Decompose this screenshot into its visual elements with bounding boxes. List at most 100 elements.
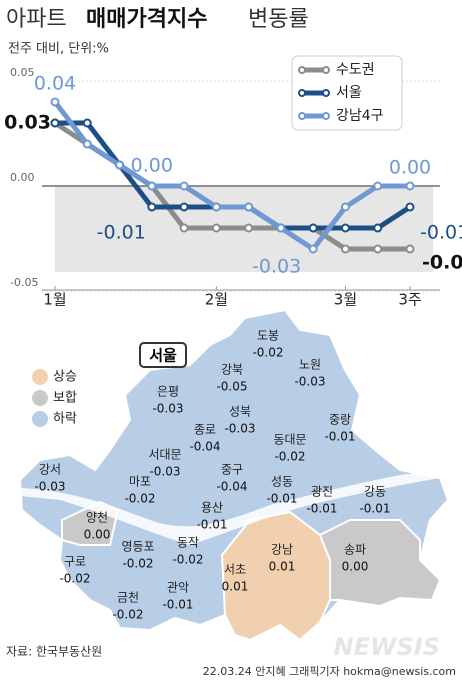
point [147,202,157,212]
legend-swatch [298,66,306,74]
region-name: 동대문 [273,433,306,447]
legend-label: 강남4구 [336,108,384,124]
region-name: 영등포 [121,540,154,554]
legend-swatch [32,390,48,406]
region-value: -0.03 [294,375,325,389]
point [340,223,350,233]
region-value: -0.02 [59,572,90,586]
region-value: -0.01 [266,492,297,506]
legend-swatch [298,89,306,97]
river [20,470,440,545]
value-label: 0.00 [389,157,431,179]
subtitle: 전주 대비, 단위:% [8,42,109,57]
region-name: 은평 [157,385,179,399]
region-value: -0.04 [189,440,220,454]
point [82,139,92,149]
point [82,118,92,128]
region-name: 강서 [39,463,61,477]
y-tick-label: 0.05 [10,66,35,79]
region-value: -0.01 [162,598,193,612]
region-value: -0.02 [172,553,203,567]
point [405,244,415,254]
region-value: -0.01 [359,502,390,516]
x-tick-label: 2월 [205,291,228,309]
title: 매매가격지수 [86,7,207,32]
region-name: 양천 [86,510,108,525]
map-label: 서울 [149,347,177,365]
legend-swatch [298,112,306,120]
legend-label: 수도권 [336,62,375,78]
y-tick-label: 0.00 [10,171,35,184]
legend-label: 상승 [53,370,77,385]
region-value: -0.03 [152,402,183,416]
map-label-box [139,342,187,368]
region-value: -0.02 [122,557,153,571]
region-value: -0.01 [196,518,227,532]
point [211,202,221,212]
region-name: 도봉 [257,329,279,343]
logo: NEWSIS [334,633,440,661]
point [405,202,415,212]
point [308,223,318,233]
point [373,244,383,254]
region-value: -0.03 [224,422,255,436]
point [244,223,254,233]
point [179,181,189,191]
title: 변동률 [248,7,309,32]
region-value: 0.00 [84,528,111,542]
region-value: -0.02 [274,450,305,464]
region-name: 구로 [64,555,86,569]
region-value: 0.00 [342,560,369,574]
region-value: 0.01 [222,580,249,594]
region-name: 송파 [344,543,366,557]
legend-label: 보합 [53,391,77,406]
region-value: -0.02 [124,492,155,506]
value-label: -0.03 [422,252,462,274]
point [244,202,254,212]
y-tick-label: -0.05 [10,276,38,289]
point [179,223,189,233]
region-name: 강동 [364,485,386,499]
point [276,223,286,233]
value-label: 0.03 [4,112,51,134]
legend-swatch [322,89,330,97]
value-label: -0.01 [97,222,146,244]
region-name: 광진 [311,485,333,499]
series-line [53,100,410,253]
region-name: 동작 [177,536,199,550]
region-name: 성동 [271,475,293,489]
region-name: 마포 [129,475,151,489]
credit: 22.03.24 안지혜 그래픽기자 hokma@newsis.com [203,665,456,678]
region-name: 강북 [221,363,243,377]
region-name: 강남 [271,543,293,557]
region-name: 서대문 [148,448,181,462]
line-chart: -0.050.000.051월2월3월3주-0.030.03-0.01-0.01… [4,55,462,309]
point [308,244,318,254]
region-value: -0.01 [324,430,355,444]
legend-swatch [322,66,330,74]
value-label: -0.03 [252,256,301,278]
region-value: 0.01 [269,560,296,574]
regions: 도봉 -0.02 노원 -0.03 강북 -0.05 은평 -0.03 성북 -0.03 종로 -0.… [34,329,390,622]
x-tick-label: 3월 [334,291,357,309]
region-name: 중구 [221,463,243,477]
point [50,118,60,128]
point [147,181,157,191]
region-value: -0.03 [34,480,65,494]
region-name: 관악 [167,581,189,595]
source: 자료: 한국부동산원 [6,645,102,659]
region-name: 금천 [117,590,139,605]
value-label: -0.01 [420,222,462,244]
region-value: -0.02 [252,346,283,360]
region-name: 용산 [201,501,223,515]
region-name: 중랑 [329,413,351,427]
region-value: -0.04 [216,480,247,494]
region-value: -0.01 [306,502,337,516]
region-value: -0.02 [112,608,143,622]
legend-label: 하락 [53,412,77,427]
title: 아파트 [6,7,67,32]
region-name: 종로 [194,423,216,437]
